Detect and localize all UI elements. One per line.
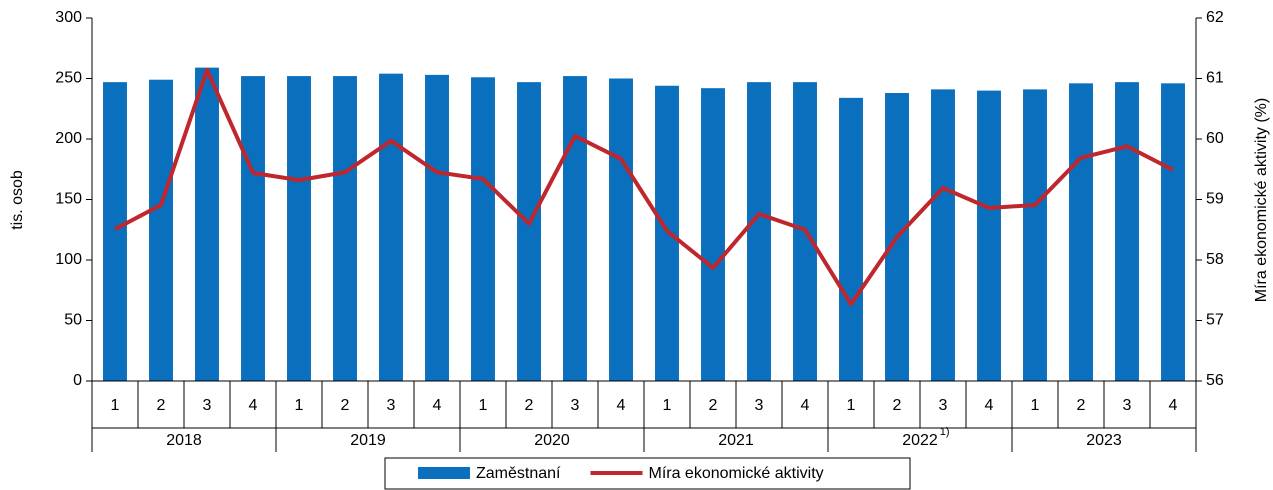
x-tick-label: 3 (1123, 397, 1132, 414)
y-tick-label: 100 (55, 251, 82, 268)
bar (333, 76, 357, 381)
bar (103, 82, 127, 381)
x-tick-label: 3 (755, 397, 764, 414)
bar (195, 67, 219, 382)
group-label: 2021 (718, 432, 754, 449)
y-tick-label: 300 (55, 9, 82, 26)
bar (931, 89, 955, 381)
x-tick-label: 2 (157, 397, 166, 414)
x-tick-label: 3 (387, 397, 396, 414)
y2-tick-label: 61 (1206, 70, 1224, 87)
x-tick-label: 1 (1031, 397, 1040, 414)
bar (149, 79, 173, 382)
group-label: 2022 (902, 432, 938, 449)
group-label: 2020 (534, 432, 570, 449)
y-tick-label: 50 (64, 312, 82, 329)
bar (977, 90, 1001, 381)
x-tick-label: 1 (479, 397, 488, 414)
bar (563, 76, 587, 381)
x-tick-label: 2 (709, 397, 718, 414)
bar (379, 73, 403, 381)
x-tick-label: 3 (203, 397, 212, 414)
legend-box (384, 457, 911, 490)
x-tick-label: 1 (847, 397, 856, 414)
x-tick-label: 2 (1077, 397, 1086, 414)
x-tick-label: 3 (571, 397, 580, 414)
x-tick-label: 4 (617, 397, 626, 414)
line-series (114, 68, 1174, 307)
group-label: 2019 (350, 432, 386, 449)
bar (287, 76, 311, 381)
x-tick-label: 2 (525, 397, 534, 414)
y2-tick-label: 60 (1206, 130, 1224, 147)
y-tick-label: 250 (55, 70, 82, 87)
y-tick-label: 0 (73, 372, 82, 389)
bar (1115, 82, 1139, 381)
y-axis-label: tis. osob (9, 170, 26, 230)
x-tick-label: 2 (341, 397, 350, 414)
bar (839, 97, 863, 382)
bar (747, 82, 771, 381)
y-tick-label: 200 (55, 130, 82, 147)
bar (1069, 83, 1093, 381)
y2-tick-label: 57 (1206, 312, 1224, 329)
x-tick-label: 4 (985, 397, 994, 414)
bar (1161, 83, 1185, 381)
y2-axis-label: Míra ekonomické aktivity (%) (1253, 98, 1270, 303)
bar (241, 76, 265, 381)
x-tick-label: 2 (893, 397, 902, 414)
group-label: 2023 (1086, 432, 1122, 449)
y-tick-label: 150 (55, 191, 82, 208)
x-tick-label: 3 (939, 397, 948, 414)
bar (471, 77, 495, 381)
bar (609, 78, 633, 381)
x-tick-label: 4 (433, 397, 442, 414)
legend-label: Zaměstnaní (476, 465, 561, 482)
bar (701, 88, 725, 382)
y2-tick-label: 58 (1206, 251, 1224, 268)
x-tick-label: 4 (249, 397, 258, 414)
y2-tick-label: 59 (1206, 191, 1224, 208)
x-tick-label: 4 (1169, 397, 1178, 414)
bar (1023, 89, 1047, 381)
y2-tick-label: 62 (1206, 9, 1224, 26)
y2-tick-label: 56 (1206, 372, 1224, 389)
x-tick-label: 1 (663, 397, 672, 414)
group-label: 2018 (166, 432, 202, 449)
x-tick-label: 1 (295, 397, 304, 414)
x-tick-label: 1 (111, 397, 120, 414)
x-tick-label: 4 (801, 397, 810, 414)
group-note: 1) (940, 426, 950, 438)
bar (425, 74, 449, 382)
legend-swatch (418, 467, 470, 479)
bar (517, 82, 541, 381)
legend-label: Míra ekonomické aktivity (648, 465, 823, 482)
